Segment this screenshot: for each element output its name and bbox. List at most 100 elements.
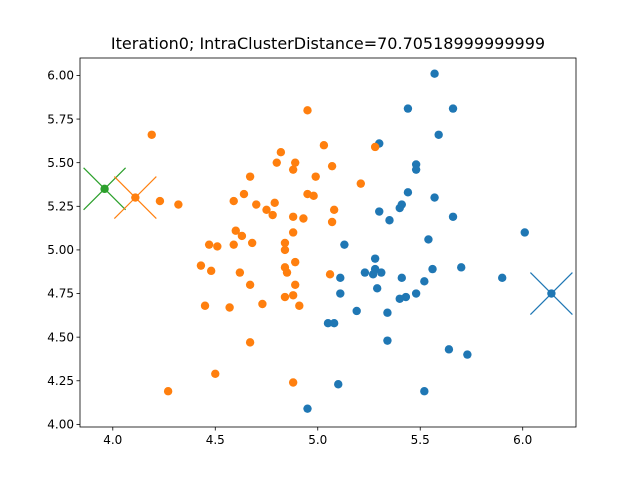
scatter-point (329, 205, 339, 214)
scatter-point (288, 165, 298, 174)
scatter-point (245, 280, 255, 290)
scatter-point (213, 242, 222, 251)
scatter-point (411, 289, 421, 298)
scatter-point (303, 404, 312, 413)
scatter-point (370, 254, 380, 263)
scatter-point (163, 387, 173, 396)
scatter-point (463, 350, 472, 359)
scatter-point (411, 165, 421, 174)
scatter-point (368, 270, 378, 279)
scatter-point (280, 292, 290, 302)
scatter-point (340, 240, 349, 249)
scatter-point (325, 270, 335, 279)
scatter-point (403, 104, 413, 113)
scatter-point (282, 268, 292, 277)
x-tick-label: 5.5 (411, 433, 430, 447)
scatter-point (327, 217, 337, 227)
scatter-point (174, 200, 183, 209)
scatter-point (430, 193, 439, 202)
x-tick-label: 5.0 (308, 433, 327, 447)
y-tick-label: 4.75 (47, 287, 74, 301)
y-tick-label: 4.00 (47, 418, 74, 432)
x-axis: 4.0 4.5 5.0 5.5 6.0 (103, 427, 532, 447)
scatter-point (276, 148, 286, 157)
scatter-point (428, 264, 437, 274)
plot-frame (79, 57, 577, 428)
scatter-point (323, 318, 333, 328)
plot-area (83, 69, 573, 413)
scatter-point (383, 336, 392, 345)
scatter-point (231, 226, 240, 235)
scatter-point (356, 179, 365, 188)
scatter-point (247, 238, 257, 248)
scatter-point (272, 158, 281, 167)
scatter-point (498, 273, 507, 283)
scatter-point (397, 273, 406, 283)
scatter-point (270, 198, 279, 208)
scatter-point (448, 104, 458, 113)
scatter-point (430, 69, 439, 78)
scatter-point (288, 291, 298, 300)
scatter-point (252, 200, 261, 209)
scatter-series (303, 69, 529, 413)
scatter-point (204, 240, 214, 249)
y-tick-label: 5.00 (47, 243, 74, 257)
scatter-point (383, 308, 392, 317)
scatter-point (291, 257, 300, 267)
centroid-point (100, 184, 109, 194)
y-tick-label: 5.50 (47, 156, 74, 170)
scatter-point (237, 231, 247, 241)
scatter-point (155, 196, 165, 206)
scatter-point (420, 277, 429, 286)
scatter-point (245, 172, 255, 181)
scatter-point (420, 387, 429, 396)
scatter-point (311, 172, 320, 181)
scatter-point (288, 228, 298, 237)
scatter-point (444, 345, 454, 354)
scatter-point (448, 212, 458, 221)
y-tick-label: 4.25 (47, 374, 74, 388)
scatter-point (245, 338, 255, 347)
scatter-point (457, 263, 466, 272)
x-tick-label: 6.0 (513, 433, 532, 447)
scatter-point (309, 191, 318, 201)
scatter-point (147, 130, 156, 139)
y-tick-label: 5.25 (47, 199, 74, 213)
scatter-point (520, 228, 529, 237)
scatter-point (434, 130, 443, 139)
scatter-point (372, 284, 382, 293)
scatter-point (385, 216, 394, 225)
x-tick-label: 4.5 (206, 433, 225, 447)
scatter-point (200, 301, 210, 310)
scatter-point (336, 289, 345, 298)
scatter-point (229, 196, 238, 206)
y-tick-label: 5.75 (47, 112, 74, 126)
scatter-point (196, 261, 206, 270)
scatter-point (395, 294, 404, 303)
centroid-marker (83, 167, 127, 211)
scatter-point (239, 189, 249, 199)
scatter-point (319, 141, 329, 150)
y-axis: 4.00 4.25 4.50 4.75 5.00 5.25 5.50 5.75 6.00 (47, 69, 80, 432)
scatter-point (403, 188, 413, 197)
scatter-point (334, 380, 343, 389)
scatter-point (375, 207, 384, 216)
scatter-point (295, 301, 304, 310)
scatter-point (370, 142, 380, 152)
y-tick-label: 6.00 (47, 69, 74, 83)
scatter-point (303, 106, 312, 115)
scatter-point (262, 205, 271, 214)
scatter-point (377, 268, 386, 277)
scatter-point (206, 266, 216, 276)
scatter-point (327, 161, 337, 171)
scatter-point (235, 268, 245, 277)
scatter-point (211, 369, 220, 378)
scatter-point (352, 306, 361, 316)
scatter-point (291, 280, 300, 290)
scatter-point (229, 240, 238, 249)
scatter-point (280, 238, 290, 248)
y-tick-label: 4.50 (47, 330, 74, 344)
scatter-point (299, 214, 308, 223)
centroid-point (131, 193, 140, 202)
